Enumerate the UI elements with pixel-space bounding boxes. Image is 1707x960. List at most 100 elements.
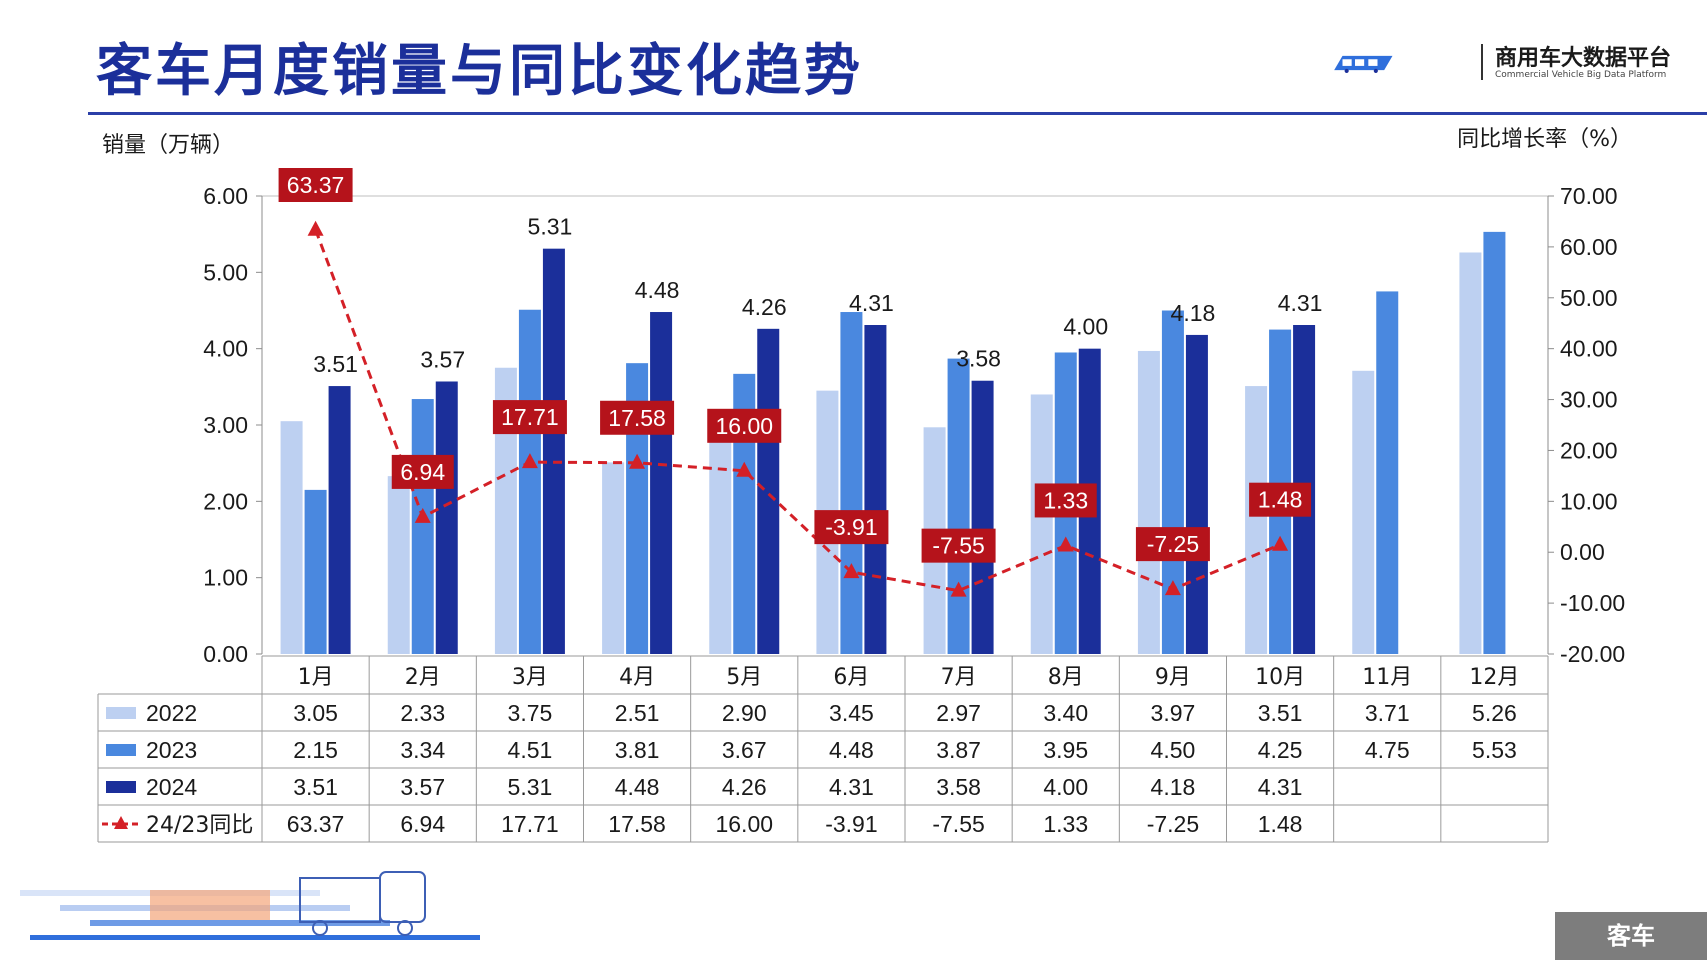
yoy-label-box — [1034, 483, 1097, 518]
category-label: 5月 — [726, 665, 762, 690]
table-cell: 6.94 — [400, 811, 445, 837]
bar-2023-1 — [304, 489, 327, 654]
yoy-label-box — [921, 528, 996, 563]
category-label: 9月 — [1155, 665, 1191, 690]
table-cell: 3.71 — [1365, 700, 1410, 726]
bar-2023-12 — [1483, 231, 1506, 655]
yoy-marker — [1272, 535, 1289, 551]
title-divider — [88, 112, 1707, 115]
table-cell: 3.51 — [293, 774, 338, 800]
table-cell: 5.26 — [1472, 700, 1517, 726]
yoy-marker — [521, 453, 538, 469]
bar-label-2024: 4.31 — [849, 290, 894, 316]
bar-2024-5 — [757, 328, 780, 654]
logo-divider — [1481, 44, 1483, 80]
bar-label-2024: 3.57 — [420, 346, 465, 372]
yoy-marker — [307, 220, 324, 236]
left-tick-label: 3.00 — [203, 412, 248, 438]
table-cell: 1.48 — [1258, 811, 1303, 837]
right-axis-title: 同比增长率（%） — [1457, 127, 1632, 152]
yoy-label: -3.91 — [825, 514, 877, 540]
table-cell: 4.18 — [1151, 774, 1196, 800]
category-label: 11月 — [1362, 665, 1412, 690]
bar-2022-9 — [1137, 350, 1160, 654]
yoy-label: 17.58 — [608, 405, 666, 431]
bar-2023-3 — [518, 309, 541, 654]
table-cell: 3.34 — [400, 737, 445, 763]
table-cell: 3.58 — [936, 774, 981, 800]
table-cell: 4.75 — [1365, 737, 1410, 763]
bar-2023-11 — [1376, 291, 1399, 654]
table-cell: 16.00 — [715, 811, 773, 837]
bar-2024-4 — [650, 312, 673, 654]
bar-2023-9 — [1161, 310, 1184, 654]
table-cell: 5.31 — [508, 774, 553, 800]
table-cell: 17.58 — [608, 811, 666, 837]
yoy-label-box — [492, 400, 567, 435]
table-cell: 4.48 — [829, 737, 874, 763]
right-tick-label: -20.00 — [1560, 641, 1625, 667]
bar-label-2024: 4.48 — [635, 277, 680, 303]
yoy-label: 6.94 — [400, 459, 445, 485]
yoy-marker — [950, 581, 967, 597]
left-tick-label: 6.00 — [203, 183, 248, 209]
table-cell: 2.97 — [936, 700, 981, 726]
bar-2022-4 — [602, 462, 625, 654]
logo-text: 商用车大数据平台 — [1495, 46, 1672, 71]
legend-label-2023: 2023 — [146, 737, 197, 763]
table-cell: 2.51 — [615, 700, 660, 726]
table-cell: -7.55 — [932, 811, 984, 837]
right-tick-label: 20.00 — [1560, 437, 1618, 463]
table-cell: 63.37 — [287, 811, 345, 837]
bar-2023-2 — [411, 399, 434, 654]
yoy-label-box — [814, 510, 889, 545]
yoy-label: 16.00 — [715, 413, 773, 439]
page-title: 客车月度销量与同比变化趋势 — [96, 39, 863, 104]
yoy-label-box — [1249, 482, 1312, 517]
table-cell: 4.31 — [829, 774, 874, 800]
category-label: 2月 — [405, 665, 441, 690]
table-cell: 2.15 — [293, 737, 338, 763]
legend-label-2022: 2022 — [146, 700, 197, 726]
right-tick-label: -10.00 — [1560, 590, 1625, 616]
legend-label-yoy: 24/23同比 — [146, 813, 253, 838]
bar-2022-12 — [1459, 252, 1482, 654]
bar-2022-8 — [1030, 394, 1053, 654]
table-cell: 1.33 — [1043, 811, 1088, 837]
bar-2022-3 — [494, 367, 517, 654]
table-cell: 3.95 — [1043, 737, 1088, 763]
bar-2023-4 — [626, 363, 649, 654]
table-cell: 4.26 — [722, 774, 767, 800]
legend-marker-yoy — [114, 816, 128, 829]
right-tick-label: 0.00 — [1560, 539, 1605, 565]
right-tick-label: 60.00 — [1560, 234, 1618, 260]
bar-2022-5 — [709, 432, 732, 654]
yoy-label: 63.37 — [287, 172, 345, 198]
logo-subtitle: Commercial Vehicle Big Data Platform — [1495, 70, 1667, 80]
bar-2024-6 — [864, 325, 887, 654]
right-tick-label: 30.00 — [1560, 387, 1618, 413]
yoy-label-box — [707, 408, 782, 443]
table-cell: -3.91 — [825, 811, 877, 837]
right-tick-label: 40.00 — [1560, 336, 1618, 362]
yoy-marker — [1164, 580, 1181, 596]
category-label: 1月 — [298, 665, 334, 690]
table-cell: 3.81 — [615, 737, 660, 763]
left-axis-title: 销量（万辆） — [102, 133, 234, 158]
table-cell: 2.33 — [400, 700, 445, 726]
bar-2022-2 — [387, 476, 410, 654]
table-cell: 3.05 — [293, 700, 338, 726]
category-label: 12月 — [1469, 665, 1519, 690]
category-label: 4月 — [619, 665, 655, 690]
table-cell: 4.00 — [1043, 774, 1088, 800]
yoy-marker — [629, 453, 646, 469]
bar-label-2024: 4.18 — [1171, 300, 1216, 326]
yoy-label-box — [391, 454, 454, 489]
table-cell: 5.53 — [1472, 737, 1517, 763]
category-label: 10月 — [1255, 665, 1305, 690]
table-cell: 4.31 — [1258, 774, 1303, 800]
bar-2023-7 — [947, 358, 970, 654]
bar-label-2024: 5.31 — [528, 214, 573, 240]
bar-2022-10 — [1245, 386, 1268, 654]
